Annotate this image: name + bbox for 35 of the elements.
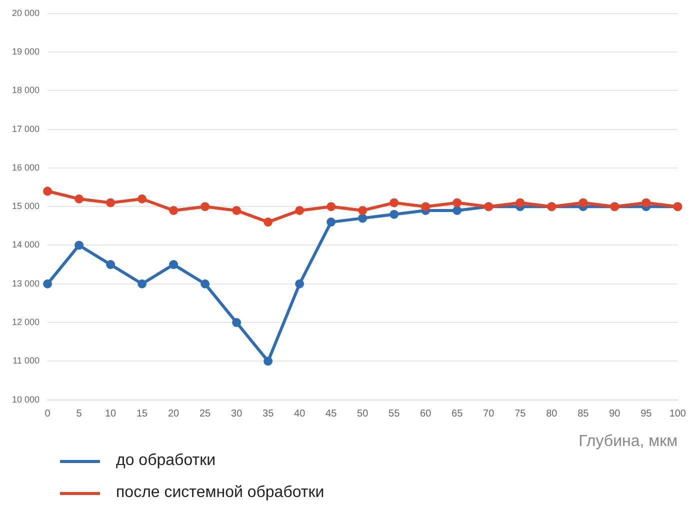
y-tick-label: 18 000 <box>12 85 40 96</box>
x-tick-label: 10 <box>104 408 117 420</box>
y-tick-label: 16 000 <box>12 162 40 172</box>
x-tick-label: 75 <box>514 408 526 420</box>
x-tick-label: 45 <box>326 408 338 420</box>
x-tick-label: 50 <box>357 408 369 420</box>
x-tick-label: 100 <box>669 408 686 420</box>
x-axis-title: Глубина, мкм <box>578 432 678 450</box>
y-tick-label: 20 000 <box>12 8 40 18</box>
x-tick-label: 15 <box>136 408 148 420</box>
x-tick-label: 5 <box>76 408 82 420</box>
x-tick-label: 40 <box>294 408 306 420</box>
y-tick-label: 13 000 <box>12 278 40 288</box>
x-tick-label: 90 <box>609 408 621 420</box>
x-tick-label: 95 <box>640 408 652 420</box>
x-tick-label: 35 <box>262 408 274 420</box>
x-tick-label: 80 <box>546 408 558 420</box>
x-tick-label: 70 <box>483 408 495 420</box>
legend-label: после системной обработки <box>116 484 324 502</box>
legend-label: до обработки <box>116 452 216 470</box>
x-tick-label: 25 <box>199 408 212 420</box>
x-tick-label: 20 <box>168 408 180 420</box>
y-tick-label: 19 000 <box>12 46 40 57</box>
x-tick-label: 65 <box>452 408 464 420</box>
y-tick-label: 17 000 <box>12 124 40 134</box>
x-tick-label: 0 <box>44 408 51 420</box>
y-tick-label: 15 000 <box>12 201 40 212</box>
x-tick-label: 30 <box>231 408 243 420</box>
y-tick-label: 14 000 <box>12 240 40 250</box>
x-tick-label: 55 <box>388 408 400 420</box>
x-tick-label: 85 <box>578 408 590 420</box>
x-tick-label: 60 <box>420 408 432 420</box>
y-tick-label: 11 000 <box>12 356 40 366</box>
y-tick-label: 10 000 <box>12 394 40 404</box>
y-tick-label: 12 000 <box>12 317 40 328</box>
